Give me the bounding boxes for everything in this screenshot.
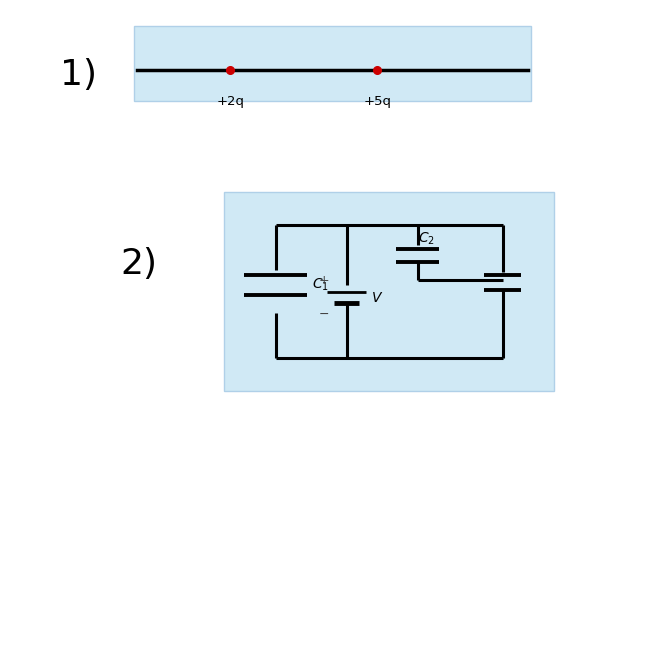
Text: $C_2$: $C_2$ [418, 230, 434, 246]
Text: $V$: $V$ [371, 291, 383, 304]
Text: 1): 1) [60, 58, 97, 92]
FancyBboxPatch shape [224, 192, 554, 391]
Text: 2): 2) [120, 247, 157, 281]
FancyBboxPatch shape [134, 26, 531, 101]
Text: +2q: +2q [216, 95, 244, 108]
Text: $C_1$: $C_1$ [313, 277, 329, 293]
Text: −: − [319, 308, 329, 321]
Text: +5q: +5q [363, 95, 391, 108]
Text: +: + [319, 274, 329, 287]
